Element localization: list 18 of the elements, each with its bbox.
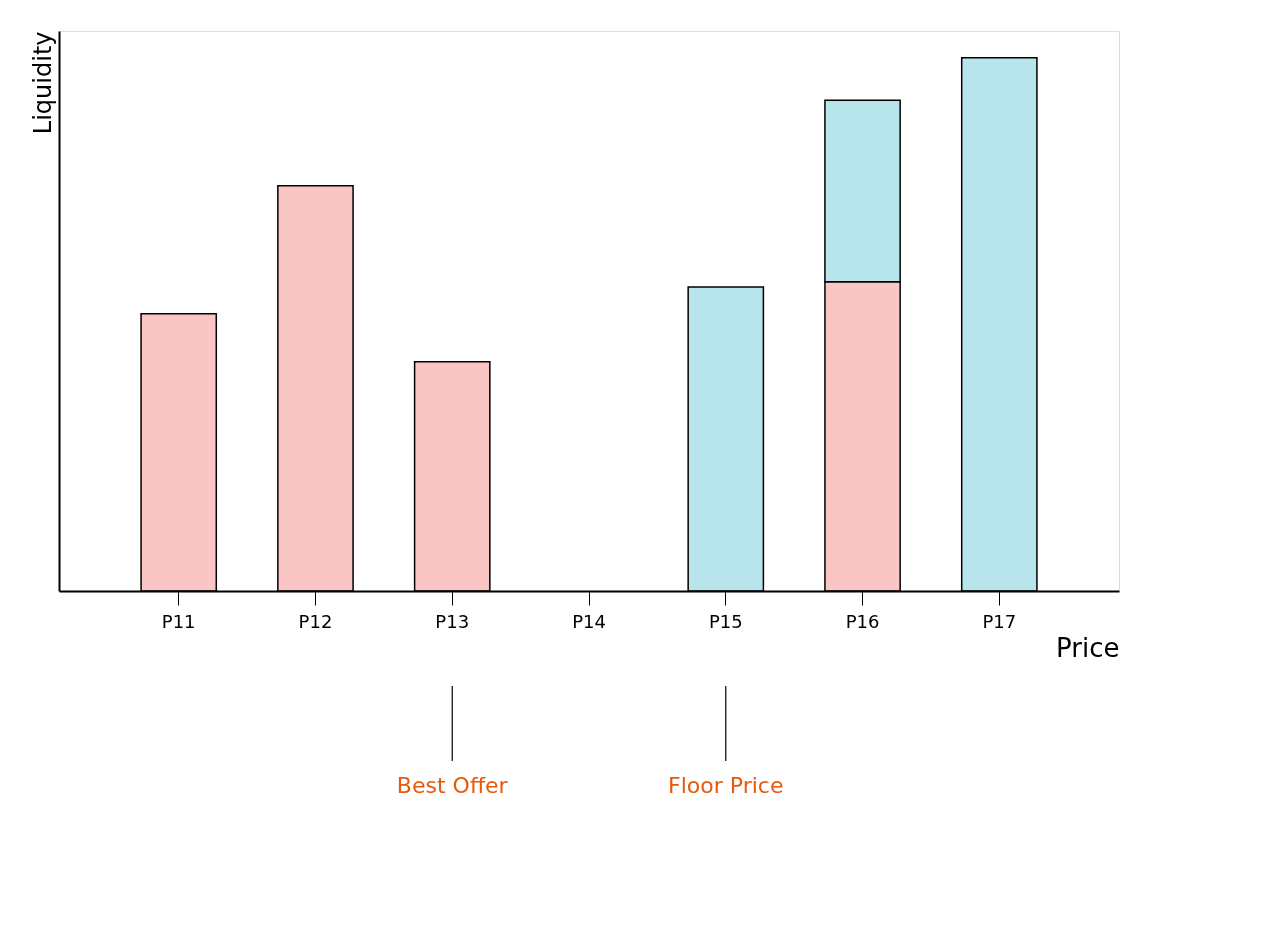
x-tick-label: P17 bbox=[982, 610, 1017, 632]
x-tick-label: P14 bbox=[572, 610, 606, 632]
bar bbox=[824, 99, 901, 283]
x-tick-label: P11 bbox=[161, 610, 196, 632]
annotation: Floor Price bbox=[668, 773, 784, 798]
bar bbox=[413, 360, 491, 592]
x-tick-label: P16 bbox=[845, 610, 880, 632]
x-tick-label: P13 bbox=[435, 610, 470, 632]
bar bbox=[687, 286, 765, 592]
x-tick-label: P12 bbox=[298, 610, 333, 632]
bar bbox=[824, 280, 901, 592]
bar bbox=[960, 56, 1038, 592]
y-axis-title: Liquidity bbox=[28, 31, 57, 135]
x-axis-title: Price bbox=[1056, 632, 1120, 663]
x-tick-label: P15 bbox=[708, 610, 743, 632]
bar bbox=[140, 312, 218, 592]
annotation: Best Offer bbox=[396, 773, 509, 798]
bar bbox=[277, 184, 354, 592]
